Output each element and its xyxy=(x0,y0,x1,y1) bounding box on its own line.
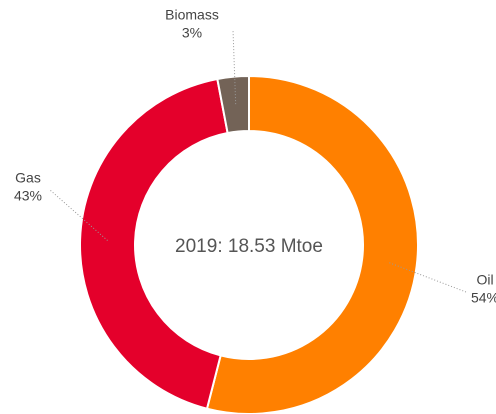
leader-line xyxy=(232,29,237,105)
value-label: 43% xyxy=(14,188,42,204)
donut-segment xyxy=(78,77,229,410)
category-label: Biomass xyxy=(165,7,219,23)
center-label: 2019: 18.53 Mtoe xyxy=(175,236,323,257)
donut-segment xyxy=(205,74,419,414)
leader-line xyxy=(49,189,108,241)
donut-segment xyxy=(216,74,250,135)
value-label: 54% xyxy=(471,290,496,306)
category-label: Oil xyxy=(476,272,493,288)
value-label: 3% xyxy=(182,25,202,41)
category-label: Gas xyxy=(15,170,41,186)
